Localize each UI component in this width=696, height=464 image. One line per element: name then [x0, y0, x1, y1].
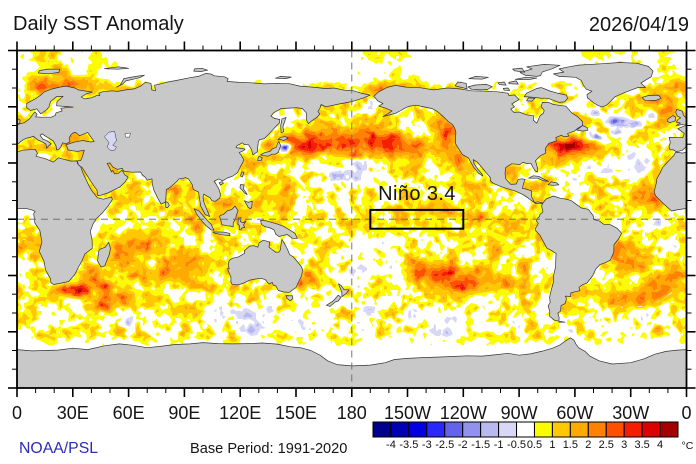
svg-text:90W: 90W	[501, 403, 538, 423]
svg-text:4: 4	[657, 439, 663, 451]
svg-text:2: 2	[585, 439, 591, 451]
svg-text:Daily SST Anomaly: Daily SST Anomaly	[13, 13, 184, 35]
svg-text:180: 180	[337, 403, 367, 423]
svg-text:120W: 120W	[440, 403, 487, 423]
svg-text:Base Period: 1991-2020: Base Period: 1991-2020	[190, 441, 347, 457]
svg-text:0: 0	[12, 403, 22, 423]
svg-text:°C: °C	[682, 440, 694, 452]
svg-text:30W: 30W	[612, 403, 649, 423]
svg-text:0.5: 0.5	[527, 439, 542, 451]
svg-text:1: 1	[549, 439, 555, 451]
svg-text:60W: 60W	[556, 403, 593, 423]
svg-text:2.5: 2.5	[599, 439, 614, 451]
svg-text:-4: -4	[386, 439, 396, 451]
svg-text:-1.5: -1.5	[471, 439, 490, 451]
svg-text:-0.5: -0.5	[507, 439, 526, 451]
svg-text:60E: 60E	[113, 403, 145, 423]
svg-text:3: 3	[621, 439, 627, 451]
svg-text:-3.5: -3.5	[399, 439, 418, 451]
svg-text:120E: 120E	[219, 403, 261, 423]
svg-text:30E: 30E	[57, 403, 89, 423]
svg-text:0: 0	[681, 403, 691, 423]
svg-text:-2.5: -2.5	[435, 439, 454, 451]
svg-text:-3: -3	[422, 439, 432, 451]
svg-text:-1: -1	[494, 439, 504, 451]
svg-text:3.5: 3.5	[634, 439, 649, 451]
svg-text:NOAA/PSL: NOAA/PSL	[19, 440, 98, 457]
svg-text:1.5: 1.5	[563, 439, 578, 451]
svg-text:150E: 150E	[275, 403, 317, 423]
svg-text:150W: 150W	[384, 403, 431, 423]
svg-text:2026/04/19: 2026/04/19	[589, 14, 689, 36]
svg-text:Niño 3.4: Niño 3.4	[378, 183, 456, 205]
svg-text:90E: 90E	[168, 403, 200, 423]
svg-text:-2: -2	[458, 439, 468, 451]
